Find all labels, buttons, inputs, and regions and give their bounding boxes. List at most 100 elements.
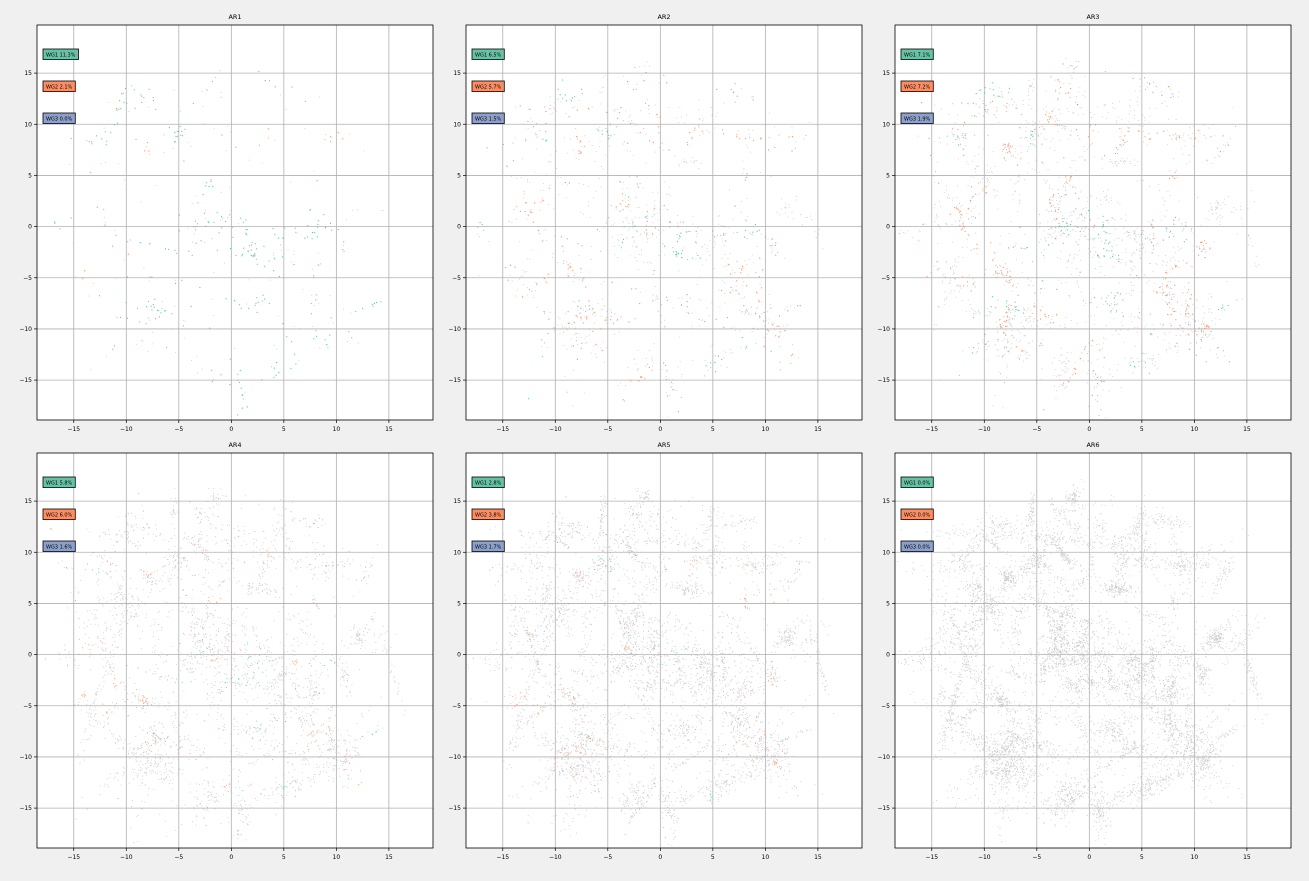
scatter-point: [152, 651, 153, 652]
scatter-point: [264, 648, 265, 649]
scatter-point: [1103, 224, 1104, 225]
scatter-point: [592, 308, 593, 309]
scatter-point: [215, 802, 216, 803]
scatter-point: [135, 697, 136, 698]
scatter-point: [593, 313, 594, 314]
scatter-point: [1039, 227, 1040, 228]
scatter-point: [1104, 231, 1105, 232]
scatter-point: [680, 221, 681, 222]
scatter-point: [1007, 351, 1008, 352]
scatter-point: [602, 168, 603, 169]
scatter-point: [545, 140, 546, 141]
scatter-point: [1018, 181, 1019, 182]
scatter-point: [961, 219, 962, 220]
scatter-point: [569, 266, 570, 267]
scatter-point: [1016, 346, 1017, 347]
scatter-point: [1131, 270, 1132, 271]
scatter-point: [1137, 97, 1138, 98]
scatter-point: [1052, 111, 1053, 112]
scatter-point: [553, 107, 554, 108]
scatter-point: [155, 524, 156, 525]
scatter-point: [583, 278, 584, 279]
scatter-point: [646, 236, 647, 237]
scatter-point: [173, 727, 174, 728]
scatter-point: [1034, 122, 1035, 123]
scatter-point: [617, 319, 618, 320]
scatter-point: [528, 128, 529, 129]
scatter-point: [1024, 316, 1025, 317]
scatter-point: [272, 679, 273, 680]
scatter-point: [984, 264, 985, 265]
scatter-point: [130, 239, 131, 240]
x-tick-label: −10: [549, 426, 562, 433]
scatter-point: [143, 527, 144, 528]
scatter-point: [1141, 359, 1142, 360]
scatter-point: [588, 186, 589, 187]
scatter-point: [667, 300, 668, 301]
scatter-point: [146, 523, 147, 524]
scatter-point: [966, 133, 967, 134]
scatter-point: [687, 306, 688, 307]
scatter-point: [550, 105, 551, 106]
scatter-point: [196, 747, 197, 748]
scatter-point: [244, 633, 245, 634]
scatter-point: [203, 550, 204, 551]
scatter-point: [1235, 209, 1236, 210]
scatter-point: [603, 341, 604, 342]
scatter-point: [1090, 195, 1091, 196]
scatter-point: [974, 281, 975, 282]
scatter-point: [996, 110, 997, 111]
scatter-point: [772, 250, 773, 251]
scatter-point: [1078, 114, 1079, 115]
scatter-point: [1129, 235, 1130, 236]
scatter-point: [588, 141, 589, 142]
scatter-point: [1112, 308, 1113, 309]
scatter-point: [284, 227, 285, 228]
scatter-point: [975, 168, 976, 169]
scatter-point: [668, 194, 669, 195]
scatter-point: [659, 147, 660, 148]
scatter-point: [1220, 224, 1221, 225]
scatter-point: [1166, 210, 1167, 211]
scatter-point: [558, 89, 559, 90]
x-tick-label: −10: [978, 426, 991, 433]
scatter-point: [1220, 209, 1221, 210]
scatter-point: [132, 527, 133, 528]
scatter-point: [1018, 310, 1019, 311]
scatter-point: [542, 175, 543, 176]
scatter-point: [1014, 306, 1015, 307]
scatter-point: [630, 199, 631, 200]
scatter-point: [957, 129, 958, 130]
scatter-point: [714, 236, 715, 237]
scatter-point: [1153, 290, 1154, 291]
scatter-point: [379, 637, 380, 638]
scatter-point: [595, 353, 596, 354]
scatter-point: [733, 92, 734, 93]
scatter-point: [1139, 79, 1140, 80]
scatter-point: [1214, 157, 1215, 158]
scatter-point: [1172, 94, 1173, 95]
scatter-point: [287, 249, 288, 250]
scatter-point: [564, 345, 565, 346]
scatter-point: [1119, 128, 1120, 129]
scatter-point: [743, 168, 744, 169]
scatter-point: [1028, 105, 1029, 106]
scatter-point: [1086, 197, 1087, 198]
scatter-point: [174, 250, 175, 251]
scatter-point: [724, 303, 725, 304]
scatter-point: [1103, 231, 1104, 232]
scatter-point: [653, 210, 654, 211]
scatter-point: [117, 317, 118, 318]
scatter-point: [739, 268, 740, 269]
scatter-point: [1052, 138, 1053, 139]
scatter-point: [117, 584, 118, 585]
scatter-point: [663, 75, 664, 76]
scatter-point: [967, 281, 968, 282]
scatter-point: [1116, 166, 1117, 167]
scatter-point: [757, 306, 758, 307]
scatter-point: [1005, 144, 1006, 145]
scatter-point: [738, 131, 739, 132]
scatter-point: [1173, 224, 1174, 225]
scatter-point: [275, 777, 276, 778]
scatter-point: [1125, 248, 1126, 249]
